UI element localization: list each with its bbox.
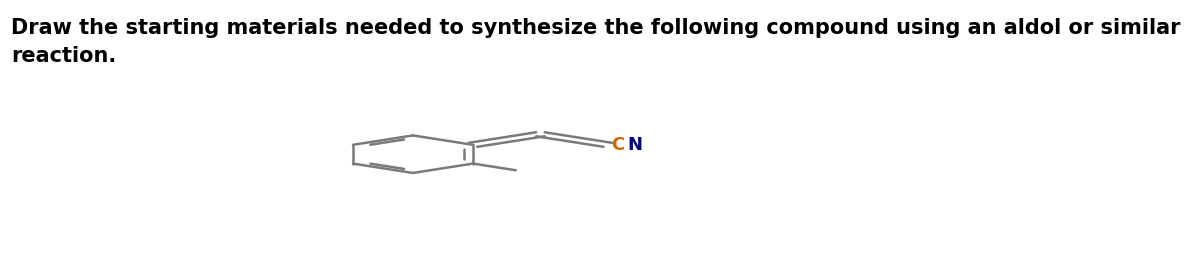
Text: C: C <box>612 136 625 154</box>
Text: Draw the starting materials needed to synthesize the following compound using an: Draw the starting materials needed to sy… <box>11 18 1181 66</box>
Text: N: N <box>628 136 643 154</box>
